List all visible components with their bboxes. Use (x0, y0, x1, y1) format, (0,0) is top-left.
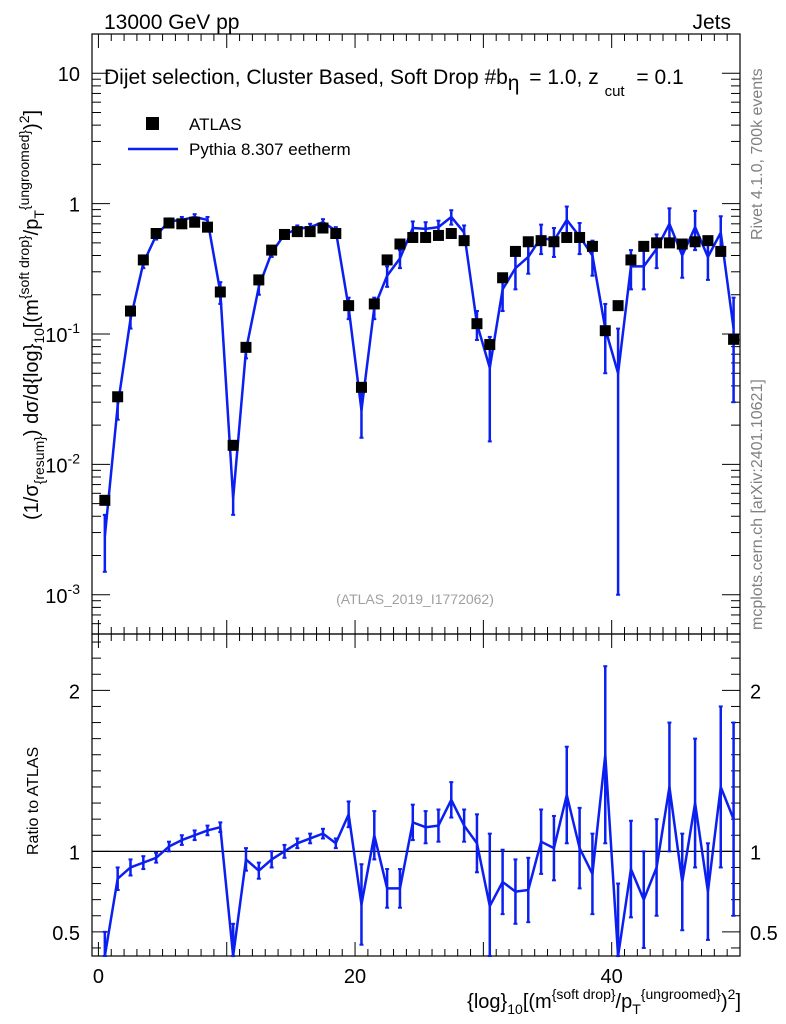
zcut-value: = 0.1 (636, 66, 683, 89)
atlas-data-point (612, 300, 624, 312)
atlas-data-point (689, 236, 701, 248)
atlas-data-point (278, 228, 290, 240)
analysis-id-label: (ATLAS_2019_I1772062) (336, 591, 494, 607)
ratio-y-tick-label: 2 (69, 681, 80, 703)
ratio-y-axis-label: Ratio to ATLAS (25, 747, 42, 855)
x-tick-label: 20 (344, 966, 366, 988)
ratio-y-tick-label-right: 0.5 (750, 923, 778, 945)
zcut-subscript: cut (605, 83, 626, 100)
atlas-data-point (625, 254, 637, 266)
legend-label-pythia: Pythia 8.307 eetherm (189, 140, 351, 159)
ratio-y-tick-label-right: 1 (750, 842, 761, 864)
mc-series-line (103, 215, 735, 537)
atlas-data-point (663, 237, 675, 249)
atlas-data-point (343, 300, 355, 312)
ratio-y-tick-label: 0.5 (52, 923, 80, 945)
atlas-data-point (291, 226, 303, 238)
atlas-data-point (420, 231, 432, 243)
ratio-panel-axes: 0 20 40 0.5 0.5 1 1 2 2 (52, 634, 778, 988)
atlas-data-point (728, 333, 740, 345)
beta-value: = 1.0, z (529, 66, 598, 89)
atlas-data-point (214, 286, 226, 298)
x-tick-label: 40 (601, 966, 623, 988)
atlas-data-point (407, 231, 419, 243)
atlas-data-point (330, 227, 342, 239)
atlas-data-point (189, 216, 201, 228)
selection-annotation: Dijet selection, Cluster Based, Soft Dro… (104, 66, 684, 101)
atlas-data-point (137, 254, 149, 266)
x-axis-label: {log}10[(m{soft drop}/pT{ungroomed})2] (467, 986, 741, 1017)
y-tick-label: 10-2 (45, 450, 80, 477)
main-y-axis-label: (1/σ{resum}) dσ/d{log}10[(m{soft drop}/p… (16, 110, 47, 520)
atlas-data-point (176, 218, 188, 230)
atlas-data-point (638, 240, 650, 252)
ratio-panel-marks (102, 665, 736, 958)
main-panel-marks (99, 205, 740, 596)
ratio-panel-frame (91, 633, 741, 957)
atlas-data-point (240, 341, 252, 353)
atlas-data-point (150, 227, 162, 239)
ratio-y-tick-label-right: 2 (750, 681, 761, 703)
beta-symbol: η (508, 72, 520, 95)
atlas-data-point (163, 217, 175, 229)
mcplots-source-label: mcplots.cern.ch [arXiv:2401.10621] (749, 379, 766, 630)
atlas-data-point (266, 244, 278, 256)
atlas-data-point (599, 325, 611, 337)
ratio-series-line (103, 753, 735, 958)
atlas-data-point (484, 339, 496, 351)
header-energy-label: 13000 GeV pp (104, 11, 239, 34)
y-tick-label: 10 (58, 64, 80, 86)
selection-text: Dijet selection, Cluster Based, Soft Dro… (104, 66, 508, 89)
atlas-data-point (535, 235, 547, 247)
atlas-data-point (368, 298, 380, 310)
atlas-data-point (99, 494, 111, 506)
atlas-data-point (317, 222, 329, 234)
rivet-version-label: Rivet 4.1.0, 700k events (749, 68, 766, 240)
atlas-data-point (124, 305, 136, 317)
atlas-data-point (574, 231, 586, 243)
atlas-data-point (355, 381, 367, 393)
header-category-label: Jets (692, 11, 731, 34)
atlas-data-point (522, 236, 534, 248)
atlas-data-point (458, 235, 470, 247)
atlas-data-point (381, 254, 393, 266)
atlas-data-point (548, 236, 560, 248)
atlas-data-point (253, 274, 265, 286)
atlas-data-point (561, 231, 573, 243)
atlas-data-point (715, 245, 727, 257)
atlas-data-point (394, 238, 406, 250)
ratio-y-tick-label: 1 (69, 842, 80, 864)
atlas-data-point (432, 229, 444, 241)
y-tick-label: 10-1 (45, 320, 80, 347)
atlas-data-point (112, 391, 124, 403)
legend-marker-atlas (146, 117, 159, 130)
atlas-data-point (702, 235, 714, 247)
atlas-data-point (471, 318, 483, 330)
atlas-data-point (497, 272, 509, 284)
y-tick-label: 10-3 (45, 581, 80, 608)
atlas-data-point (651, 237, 663, 249)
atlas-data-point (227, 439, 239, 451)
y-tick-label: 1 (69, 195, 80, 217)
legend-label-atlas: ATLAS (189, 115, 242, 134)
atlas-data-point (586, 240, 598, 252)
atlas-data-point (676, 238, 688, 250)
x-tick-label: 0 (93, 966, 104, 988)
atlas-data-point (445, 227, 457, 239)
atlas-data-point (201, 221, 213, 233)
atlas-data-point (304, 226, 316, 238)
atlas-data-point (509, 245, 521, 257)
